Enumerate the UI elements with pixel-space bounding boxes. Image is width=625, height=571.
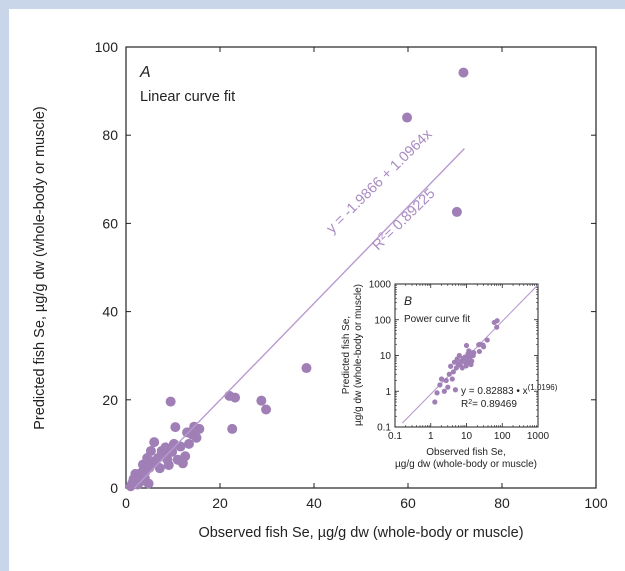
- panel-a-subtitle: Linear curve fit: [140, 89, 235, 105]
- inset-y-tick-label: 0.1: [377, 423, 391, 434]
- linear-fit-line: [133, 148, 465, 489]
- x-tick-label: 0: [122, 495, 130, 511]
- data-point: [194, 423, 205, 434]
- power-r2-value: = 0.89469: [472, 399, 517, 410]
- data-point: [458, 67, 469, 78]
- linear-r2-value: = 0.89225: [381, 186, 439, 243]
- inset-data-point: [434, 390, 440, 396]
- figure-frame: 0 20 40 60 80 100 0 20 40 60 80 100 A Linear curve…: [9, 9, 625, 571]
- data-point: [180, 451, 191, 462]
- y-tick-label: 40: [102, 304, 118, 320]
- data-point: [451, 206, 462, 217]
- inset-data-point: [463, 342, 470, 349]
- linear-fit-equation: y = -1.9866 + 1.0964x: [324, 126, 436, 237]
- data-point: [163, 460, 174, 471]
- inset-y-tick-label: 1000: [369, 280, 392, 291]
- data-point: [145, 445, 156, 456]
- data-point: [165, 396, 176, 407]
- inset-data-point: [471, 350, 477, 356]
- y-tick-label: 20: [102, 392, 118, 408]
- inset-x-tick-label: 10: [461, 431, 473, 442]
- data-point: [183, 438, 194, 449]
- data-point: [149, 437, 160, 448]
- linear-fit-r2: R2= 0.89225: [369, 185, 439, 254]
- x-tick-label: 60: [400, 495, 416, 511]
- data-point: [301, 363, 312, 374]
- inset-data-point: [456, 352, 462, 359]
- inset-data-point: [463, 363, 469, 369]
- inset-data-point: [494, 318, 500, 324]
- data-point: [170, 422, 181, 433]
- power-r2-sup: 2: [468, 399, 472, 406]
- y-tick-label: 100: [95, 39, 119, 55]
- x-tick-label: 40: [306, 495, 322, 511]
- inset-y-axis-label-line2: µg/g dw (whole-body or muscle): [353, 284, 364, 426]
- power-fit-equation: y = 0.82883 • x(1.0196): [461, 383, 558, 398]
- power-fit-r2: R2= 0.89469: [461, 399, 517, 411]
- data-point: [175, 441, 186, 452]
- data-point: [143, 478, 154, 489]
- inset-data-point: [453, 365, 459, 371]
- inset-y-tick-label: 10: [380, 351, 392, 362]
- data-point: [227, 423, 238, 434]
- main-y-axis-label: Predicted fish Se, µg/g dw (whole-body o…: [32, 106, 48, 429]
- inset-data-point: [437, 382, 443, 388]
- data-point: [191, 432, 202, 443]
- scatter-figure: 0 20 40 60 80 100 0 20 40 60 80 100 A Linear curve…: [32, 39, 608, 541]
- x-tick-label: 100: [584, 495, 608, 511]
- inset-y-axis-label-line1: Predicted fish Se,: [341, 316, 352, 394]
- power-eq-exponent: (1.0196): [528, 383, 558, 392]
- inset-data-point: [446, 371, 452, 377]
- inset-data-point: [438, 376, 445, 382]
- linear-r2-sup: 2: [376, 230, 388, 242]
- inset-data-point: [445, 384, 451, 390]
- data-point: [167, 446, 178, 457]
- inset-data-point: [484, 337, 490, 343]
- panel-letter-b: B: [404, 294, 412, 308]
- inset-x-axis-label-line2: µg/g dw (whole-body or muscle): [395, 459, 537, 470]
- inset-data-point: [494, 324, 500, 330]
- inset-data-point: [441, 388, 447, 394]
- inset-y-tick-label: 100: [374, 315, 391, 326]
- data-point: [402, 112, 413, 123]
- data-point: [230, 392, 241, 403]
- power-eq-prefix: y = 0.82883 • x: [461, 386, 528, 397]
- inset-data-point: [448, 363, 454, 369]
- power-r2-prefix: R: [461, 399, 468, 410]
- panel-b-subtitle: Power curve fit: [404, 314, 470, 325]
- inset-x-axis-label-line1: Observed fish Se,: [426, 447, 505, 458]
- inset-data-point: [449, 376, 455, 382]
- inset-data-point: [450, 369, 456, 375]
- main-x-axis-label: Observed fish Se, µg/g dw (whole-body or…: [198, 525, 523, 541]
- data-point: [154, 463, 165, 474]
- inset-y-tick-label: 1: [385, 387, 391, 398]
- inset-data-point: [476, 348, 483, 355]
- x-tick-label: 20: [212, 495, 228, 511]
- y-tick-label: 80: [102, 127, 118, 143]
- y-tick-label: 60: [102, 215, 118, 231]
- inset-data-point: [452, 387, 459, 393]
- y-tick-label: 0: [110, 480, 118, 496]
- main-plot-area: [125, 46, 597, 489]
- x-tick-label: 80: [494, 495, 510, 511]
- data-point: [261, 404, 272, 415]
- inset-data-point: [469, 358, 475, 364]
- data-point: [256, 395, 267, 406]
- inset-data-point: [480, 344, 487, 350]
- inset-data-point: [432, 399, 438, 405]
- inset-x-tick-label: 1: [428, 431, 434, 442]
- inset-x-tick-label: 100: [494, 431, 511, 442]
- inset-data-point: [443, 377, 449, 384]
- inset-x-tick-label: 0.1: [388, 431, 402, 442]
- inset-x-tick-label: 1000: [527, 431, 550, 442]
- inset-data-point: [459, 365, 465, 371]
- panel-letter-a: A: [139, 64, 151, 81]
